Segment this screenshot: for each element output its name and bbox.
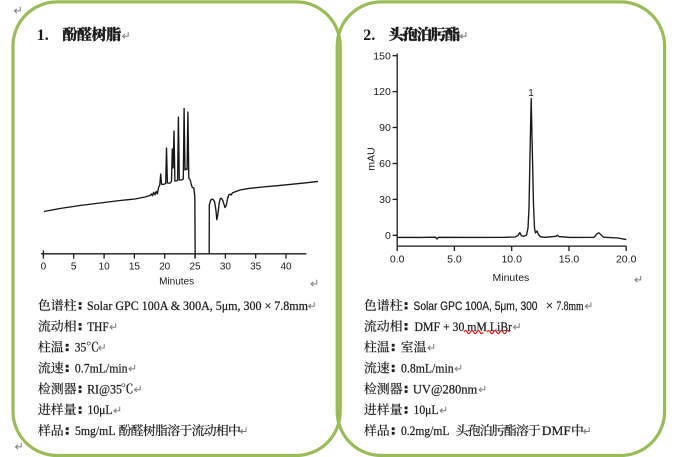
svg-text:7.8mm: 7.8mm bbox=[556, 298, 583, 313]
svg-text:Solar GPC 100A, 5μm, 300: Solar GPC 100A, 5μm, 300 bbox=[414, 299, 538, 313]
svg-text:Minutes: Minutes bbox=[159, 277, 194, 288]
svg-text:5: 5 bbox=[71, 262, 77, 273]
svg-text:10: 10 bbox=[99, 262, 111, 273]
svg-text:×: × bbox=[546, 298, 553, 313]
svg-text:0.7mL/min: 0.7mL/min bbox=[75, 362, 128, 376]
svg-text:1.: 1. bbox=[37, 27, 49, 44]
svg-text:35: 35 bbox=[75, 341, 87, 355]
svg-text:30: 30 bbox=[220, 262, 232, 273]
svg-text:0: 0 bbox=[385, 230, 391, 242]
svg-text:10.0: 10.0 bbox=[501, 254, 522, 266]
svg-text:20.0: 20.0 bbox=[616, 254, 637, 266]
svg-text:2.: 2. bbox=[363, 27, 375, 44]
svg-text:Minutes: Minutes bbox=[493, 272, 530, 284]
svg-text:25: 25 bbox=[189, 262, 201, 273]
svg-text:10μL: 10μL bbox=[88, 403, 113, 417]
svg-text:0.0: 0.0 bbox=[390, 254, 405, 266]
svg-text:30: 30 bbox=[379, 194, 391, 206]
svg-text:120: 120 bbox=[373, 86, 391, 98]
svg-text:20: 20 bbox=[159, 262, 171, 273]
svg-text:15.0: 15.0 bbox=[559, 254, 580, 266]
svg-text:RI@35: RI@35 bbox=[87, 382, 122, 396]
svg-text:5mg/mL: 5mg/mL bbox=[75, 424, 116, 438]
svg-text:150: 150 bbox=[373, 50, 391, 62]
svg-text:0.2mg/mL: 0.2mg/mL bbox=[401, 424, 450, 438]
svg-text:90: 90 bbox=[379, 122, 391, 134]
svg-text:UV@280nm: UV@280nm bbox=[413, 382, 477, 396]
svg-text:5.0: 5.0 bbox=[447, 254, 462, 266]
svg-text:THF: THF bbox=[87, 320, 109, 334]
svg-text:0.8mL/min: 0.8mL/min bbox=[401, 362, 454, 376]
svg-text:35: 35 bbox=[250, 262, 262, 273]
svg-text:0: 0 bbox=[41, 262, 47, 273]
svg-text:10μL: 10μL bbox=[414, 403, 439, 417]
svg-text:1: 1 bbox=[528, 88, 534, 99]
svg-text:15: 15 bbox=[129, 262, 141, 273]
svg-text:60: 60 bbox=[379, 158, 391, 170]
svg-text:40: 40 bbox=[280, 262, 292, 273]
svg-text:mAU: mAU bbox=[365, 147, 377, 170]
svg-text:DMF: DMF bbox=[542, 424, 571, 438]
svg-text:Solar GPC 100A & 300A, 5μm, 30: Solar GPC 100A & 300A, 5μm, 300 × 7.8mm bbox=[87, 299, 308, 313]
